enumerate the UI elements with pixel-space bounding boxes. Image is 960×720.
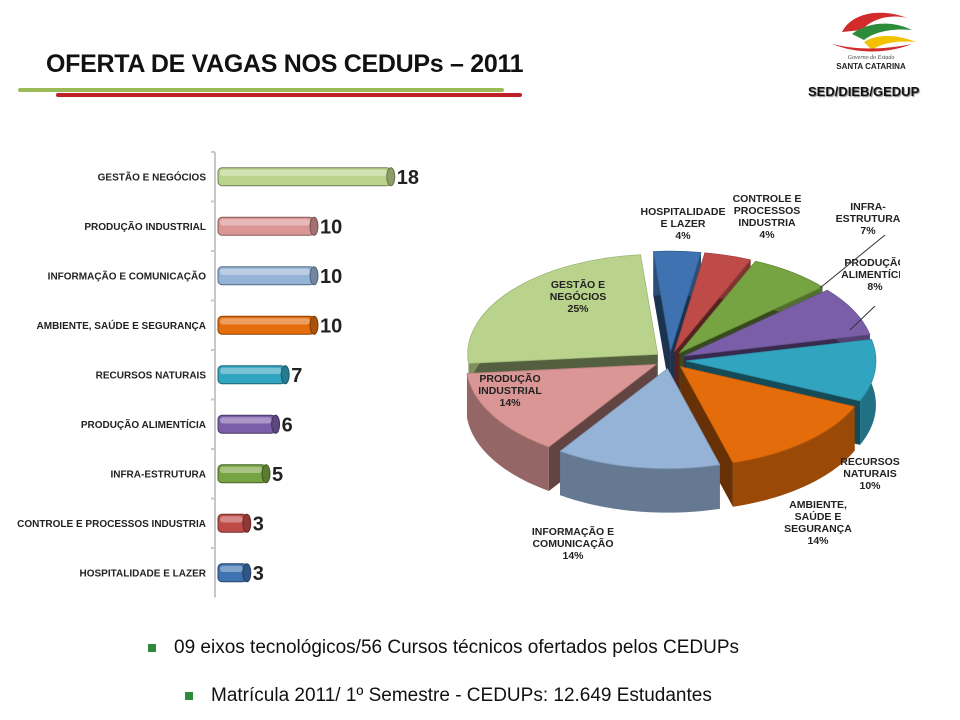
bar bbox=[217, 513, 252, 533]
bar-chart: GESTÃO E NEGÓCIOS 18 PRODUÇÃO INDUSTRIAL 10… bbox=[17, 151, 419, 598]
bullet-marker bbox=[148, 644, 156, 652]
bar bbox=[217, 315, 319, 335]
bullet-marker bbox=[185, 692, 193, 700]
pie-percent-label: 8% bbox=[867, 281, 883, 293]
bar-category-label: PRODUÇÃO INDUSTRIAL bbox=[84, 220, 206, 233]
pie-slice bbox=[679, 366, 856, 507]
bar-value-label: 10 bbox=[320, 216, 342, 238]
title-underline-red bbox=[56, 93, 522, 97]
pie-percent-label: 7% bbox=[860, 225, 876, 237]
pie-label: AMBIENTE, SAÚDE E SEGURANÇA bbox=[784, 499, 852, 535]
bar bbox=[217, 216, 319, 236]
pie-label: PRODUÇÃO INDUSTRIAL bbox=[478, 372, 542, 397]
pie-label: HOSPITALIDADE E LAZER bbox=[641, 206, 726, 230]
bar-value-label: 3 bbox=[253, 563, 264, 585]
bullet-text: Matrícula 2011/ 1º Semestre - CEDUPs: 12… bbox=[211, 685, 712, 706]
bar bbox=[217, 365, 290, 385]
title-underline-green bbox=[18, 88, 504, 92]
bullet-item: 09 eixos tecnológicos/56 Cursos técnicos… bbox=[148, 637, 739, 659]
state-logo bbox=[832, 12, 916, 52]
bar-category-label: RECURSOS NATURAIS bbox=[96, 370, 207, 381]
bar-category-label: GESTÃO E NEGÓCIOS bbox=[98, 170, 207, 183]
pie-leader-line bbox=[819, 234, 886, 289]
bar-category-label: CONTROLE E PROCESSOS INDUSTRIA bbox=[17, 519, 206, 530]
pie-label: INFRA-ESTRUTURA bbox=[836, 201, 900, 225]
bar bbox=[217, 464, 271, 484]
bar-value-label: 10 bbox=[320, 315, 342, 337]
bar bbox=[217, 414, 281, 434]
bar-category-label: AMBIENTE, SAÚDE E SEGURANÇA bbox=[37, 319, 206, 332]
bar-value-label: 18 bbox=[397, 167, 419, 189]
bar-category-label: HOSPITALIDADE E LAZER bbox=[80, 568, 207, 579]
bar-value-label: 3 bbox=[253, 513, 264, 535]
pie-percent-label: 4% bbox=[675, 230, 691, 242]
pie-percent-label: 14% bbox=[807, 535, 829, 547]
bar-value-label: 10 bbox=[320, 266, 342, 288]
pie-leader-line bbox=[849, 305, 876, 331]
pie-label: CONTROLE E PROCESSOS INDUSTRIA bbox=[733, 193, 802, 229]
pie-label: INFORMAÇÃO E COMUNICAÇÃO bbox=[532, 525, 614, 550]
bar-value-label: 6 bbox=[282, 414, 293, 436]
bar-category-label: INFORMAÇÃO E COMUNICAÇÃO bbox=[48, 269, 207, 282]
bullet-text: 09 eixos tecnológicos/56 Cursos técnicos… bbox=[174, 637, 740, 658]
pie-percent-label: 4% bbox=[759, 229, 775, 241]
pie-label: RECURSOS NATURAIS bbox=[840, 456, 900, 480]
bar bbox=[217, 266, 319, 286]
pie-label: GESTÃO E NEGÓCIOS bbox=[550, 278, 607, 303]
bar-value-label: 5 bbox=[272, 464, 283, 486]
bar-category-label: PRODUÇÃO ALIMENTÍCIA bbox=[81, 418, 206, 431]
logo-name: SANTA CATARINA bbox=[836, 62, 906, 71]
pie-percent-label: 14% bbox=[562, 550, 584, 562]
pie-percent-label: 10% bbox=[859, 480, 881, 492]
logo-subtitle: Governo do Estado bbox=[847, 55, 895, 61]
org-label: SED/DIEB/GEDUP bbox=[808, 84, 920, 99]
slide-title: OFERTA DE VAGAS NOS CEDUPs – 2011 bbox=[46, 50, 524, 78]
bar-value-label: 7 bbox=[291, 365, 302, 387]
bar bbox=[217, 563, 252, 583]
bar bbox=[217, 167, 396, 187]
pie-percent-label: 14% bbox=[499, 397, 521, 409]
pie-slice bbox=[559, 368, 721, 513]
bullet-item: Matrícula 2011/ 1º Semestre - CEDUPs: 12… bbox=[185, 685, 712, 707]
pie-percent-label: 25% bbox=[567, 303, 589, 315]
bar-category-label: INFRA-ESTRUTURA bbox=[110, 469, 206, 480]
